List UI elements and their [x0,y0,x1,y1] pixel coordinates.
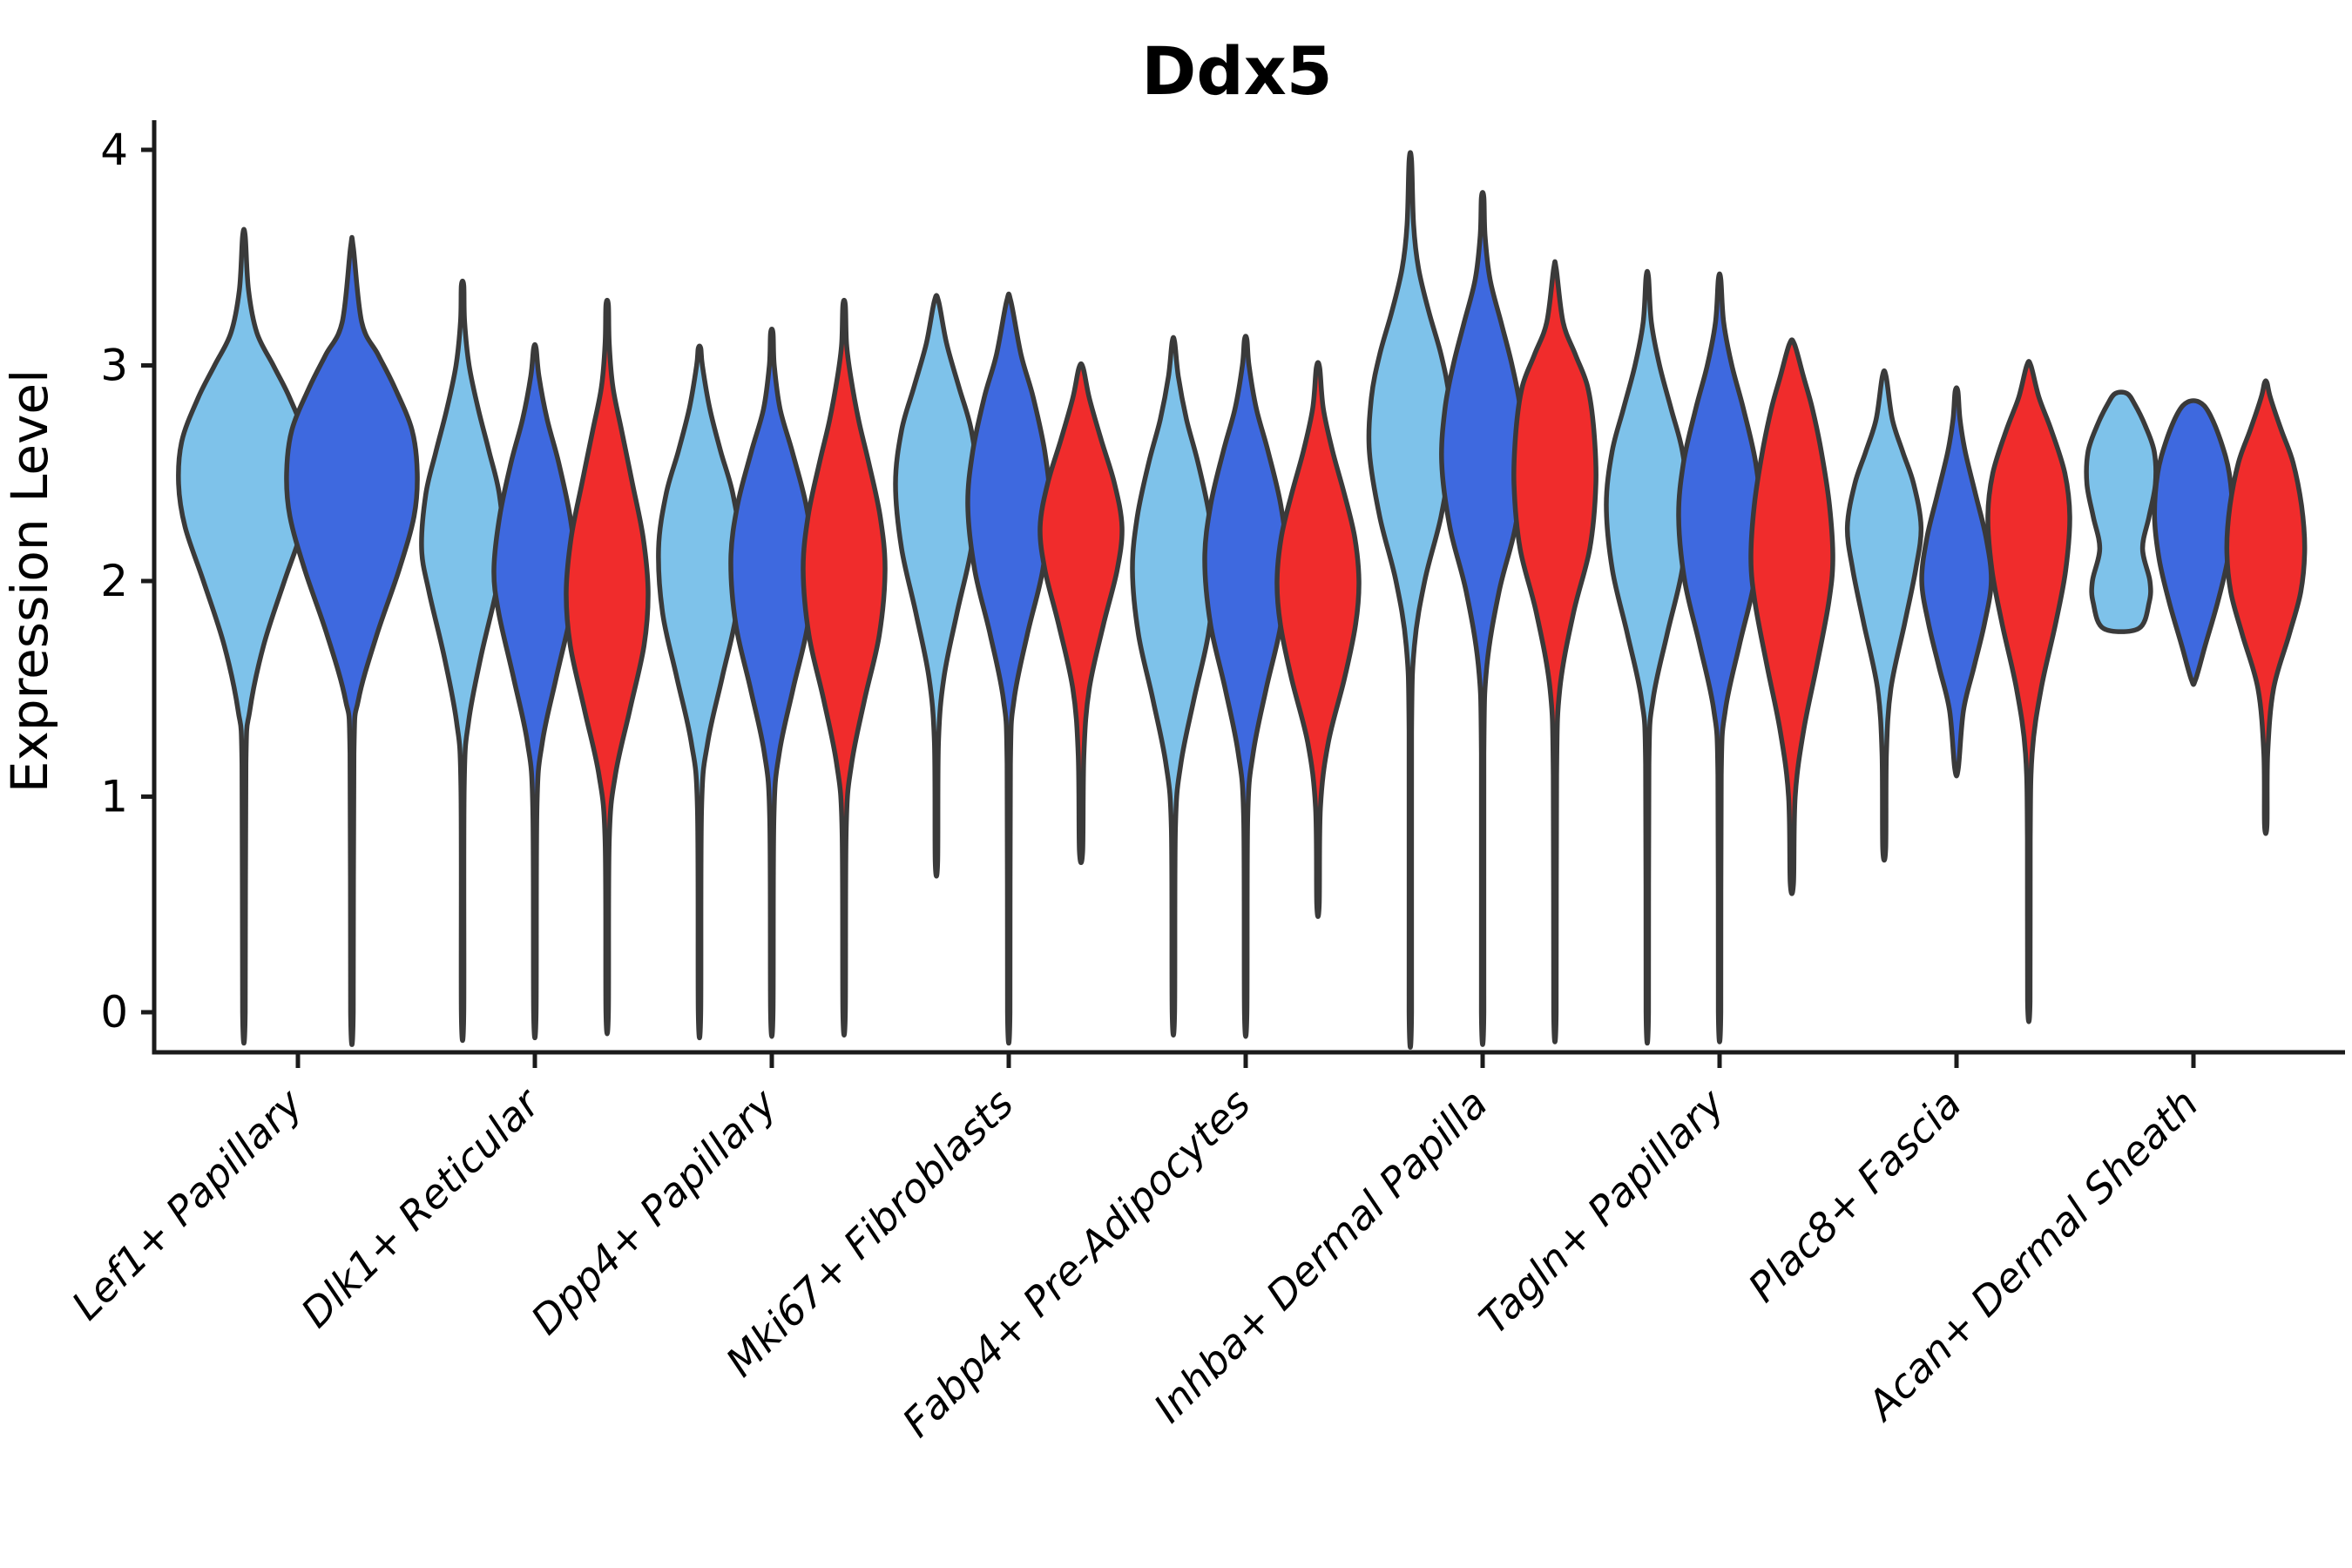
violin-group5-split1 [1130,335,1217,1037]
violin-group4-split1 [893,293,980,879]
violin-group8-split2 [1919,385,1994,779]
violins-layer [176,150,2308,1050]
violin-group1-split2 [284,234,420,1047]
violin-group4-split2 [965,291,1052,1046]
violin-group7-split2 [1676,271,1763,1044]
violin-group6-split1 [1366,150,1455,1050]
x-tick-label: Plac8+ Fascia [1739,1080,1970,1311]
x-tick-label: Dpp4+ Papillary [522,1079,786,1343]
y-tick-label: 2 [100,556,128,606]
violin-group5-split3 [1274,360,1362,919]
y-tick-label: 3 [100,341,128,391]
violin-group7-split3 [1748,337,1835,896]
x-tick-label: Tagln+ Papillary [1470,1079,1734,1343]
violin-group6-split2 [1439,190,1526,1047]
y-axis-ticks: 0 1 2 3 4 [100,125,154,1037]
axes [152,120,2345,1055]
violin-group3-split1 [656,343,743,1040]
x-tick-label: Dlk1+ Reticular [292,1078,551,1336]
y-axis-label: Expression Level [0,369,59,793]
y-tick-label: 4 [100,125,128,175]
violin-group2-split2 [491,341,578,1040]
violin-group4-split3 [1037,361,1125,866]
violin-group2-split1 [419,278,506,1044]
chart-title: Ddx5 [1141,32,1332,110]
violin-group3-split3 [801,297,888,1037]
violin-group9-split3 [2224,378,2308,836]
violin-group7-split1 [1604,268,1691,1046]
violin-group9-split2 [2152,398,2235,687]
violin-group8-split3 [1985,359,2072,1024]
violin-group2-split3 [564,297,651,1037]
violin-group1-split1 [176,226,312,1046]
x-tick-label: Lef1+ Papillary [63,1079,312,1328]
violin-group6-split3 [1511,259,1598,1044]
violin-group5-split2 [1202,334,1289,1039]
violin-group9-split1 [2084,389,2159,634]
y-tick-label: 0 [100,987,128,1037]
violin-group3-split2 [728,327,815,1039]
y-tick-label: 1 [100,772,128,822]
violin-group8-split1 [1844,368,1924,863]
